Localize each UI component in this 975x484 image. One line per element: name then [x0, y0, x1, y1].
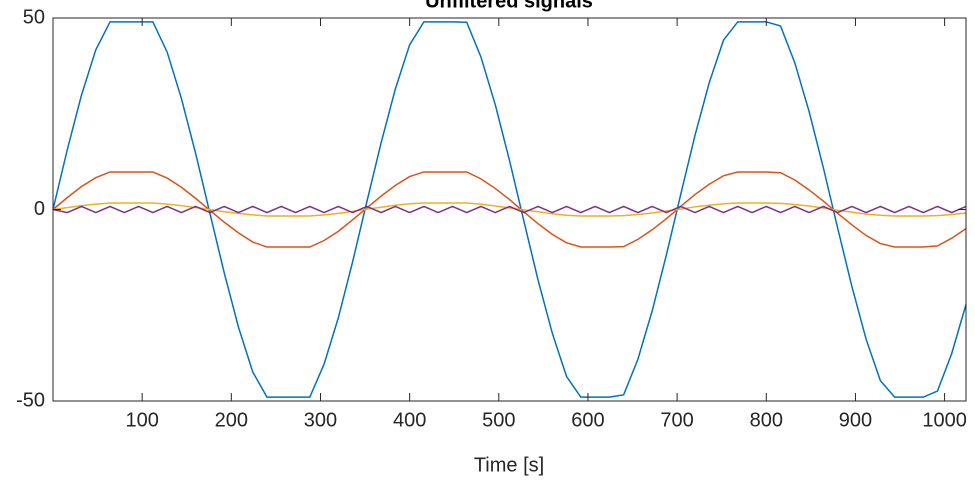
y-tick-label: 0	[34, 198, 45, 220]
x-tick-label: 1000	[922, 409, 967, 431]
x-tick-label: 800	[750, 409, 783, 431]
y-tick-label: 50	[23, 6, 45, 28]
x-tick-label: 900	[839, 409, 872, 431]
data-line	[52, 171, 967, 248]
chart-title: Unfiltered signals	[425, 0, 593, 12]
data-line	[52, 21, 967, 398]
x-tick-label: 700	[660, 409, 693, 431]
data-line	[52, 202, 967, 217]
x-tick-label: 100	[125, 409, 158, 431]
x-tick-label: 600	[571, 409, 604, 431]
x-tick-label: 400	[393, 409, 426, 431]
x-tick-label: 200	[215, 409, 248, 431]
x-axis-label: Time [s]	[474, 454, 544, 476]
x-tick-label: 300	[304, 409, 337, 431]
x-tick-label: 500	[482, 409, 515, 431]
data-line	[52, 205, 967, 214]
y-tick-label: -50	[16, 389, 45, 411]
